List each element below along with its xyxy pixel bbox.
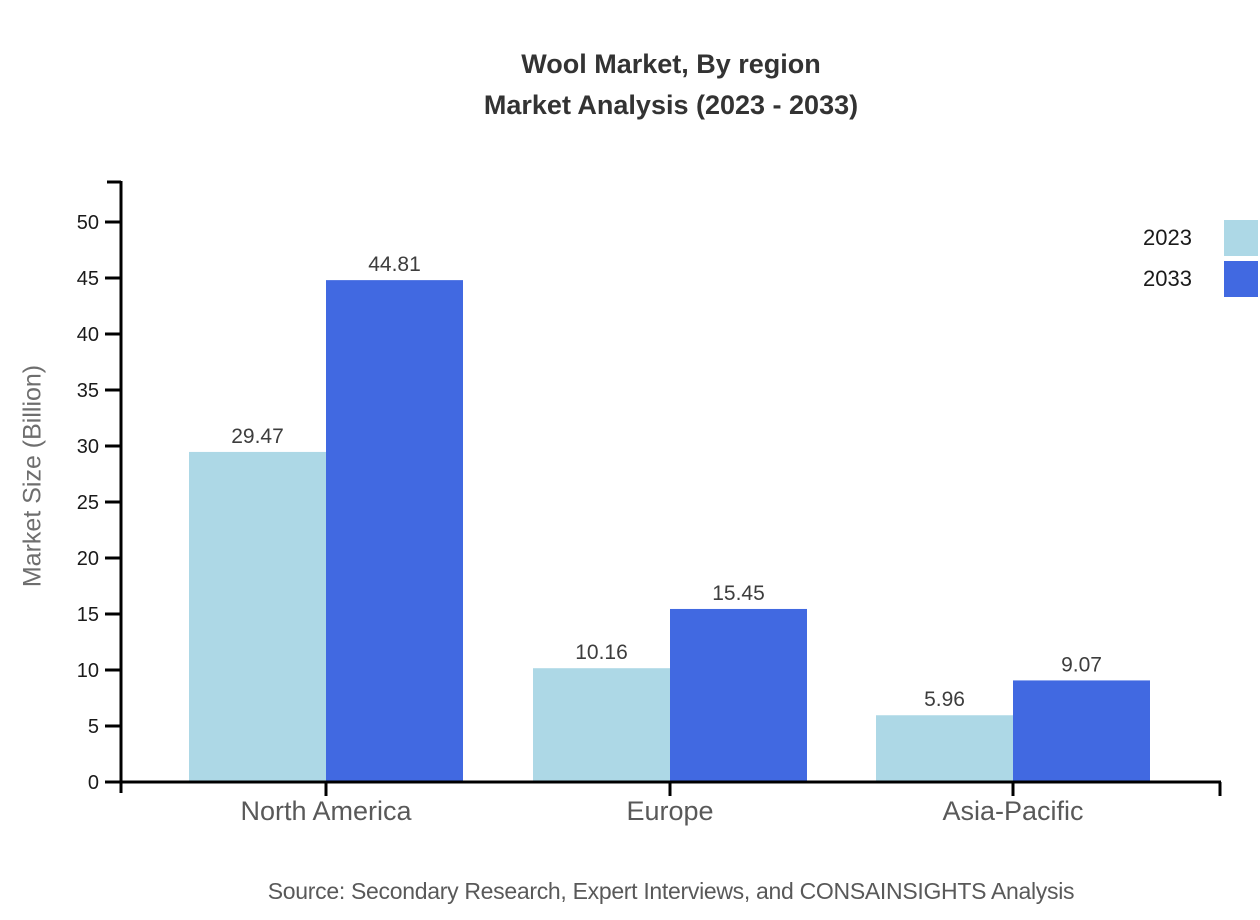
legend-label-2033: 2033 [1143, 266, 1192, 291]
legend-item-2033: 2033 [1143, 261, 1258, 297]
legend: 2023 2033 [1143, 220, 1258, 302]
y-tick-label-25: 25 [77, 492, 99, 514]
legend-label-2023: 2023 [1143, 225, 1192, 250]
x-category-label-0: North America [240, 796, 412, 826]
value-label-2023-asia-pacific: 5.96 [924, 688, 965, 711]
x-category-label-1: Europe [626, 796, 713, 826]
chart-title-line2: Market Analysis (2023 - 2033) [483, 90, 859, 120]
value-label-2033-europe: 15.45 [712, 582, 765, 605]
value-label-2023-north-america: 29.47 [231, 425, 284, 448]
chart-title: Wool Market, By region Market Analysis (… [121, 44, 1221, 126]
y-tick-label-50: 50 [77, 212, 99, 234]
y-tick-label-40: 40 [77, 324, 99, 346]
legend-swatch-2033 [1224, 261, 1258, 297]
y-tick-label-15: 15 [77, 604, 99, 626]
y-tick-label-20: 20 [77, 548, 99, 570]
y-tick-label-10: 10 [77, 660, 99, 682]
bar-2023-asia-pacific [876, 715, 1013, 782]
bar-2033-asia-pacific [1013, 680, 1150, 782]
value-label-2023-europe: 10.16 [575, 641, 628, 664]
y-tick-label-0: 0 [88, 772, 99, 794]
bar-2033-europe [670, 608, 807, 782]
y-tick-label-45: 45 [77, 268, 99, 290]
legend-swatch-2023 [1224, 220, 1258, 256]
bar-2023-north-america [189, 451, 326, 782]
y-tick-label-30: 30 [77, 436, 99, 458]
chart-title-line1: Wool Market, By region [521, 49, 821, 79]
x-category-label-2: Asia-Pacific [942, 796, 1083, 826]
y-tick-label-35: 35 [77, 380, 99, 402]
legend-item-2023: 2023 [1143, 220, 1258, 256]
y-tick-label-5: 5 [88, 716, 99, 738]
value-label-2033-asia-pacific: 9.07 [1061, 653, 1102, 676]
value-label-2033-north-america: 44.81 [368, 253, 421, 276]
bar-2023-europe [533, 668, 670, 782]
bar-2033-north-america [326, 280, 463, 782]
source-note: Source: Secondary Research, Expert Inter… [267, 878, 1075, 904]
